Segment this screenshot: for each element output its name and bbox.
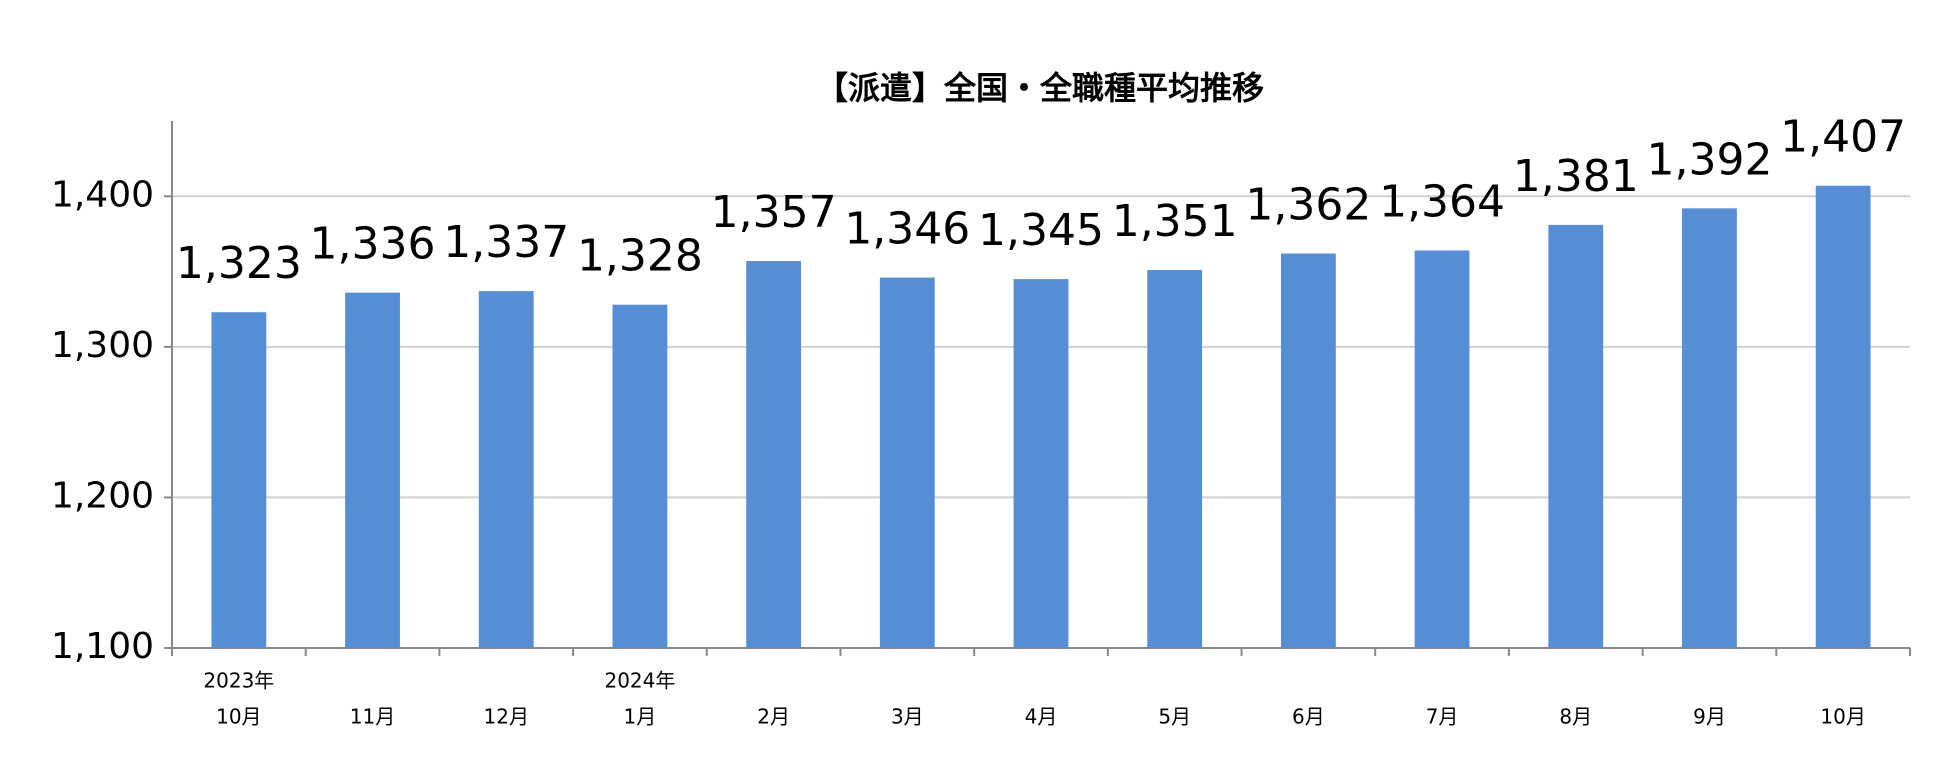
bar (345, 292, 400, 648)
x-tick-label: 2023年 (203, 669, 274, 693)
x-tick-label: 10月 (1820, 705, 1865, 729)
y-tick-label: 1,100 (51, 626, 154, 667)
x-tick-label: 2月 (757, 705, 790, 729)
x-tick-label: 1月 (624, 705, 657, 729)
value-label: 1,351 (1112, 196, 1238, 247)
value-label: 1,381 (1513, 151, 1639, 202)
x-tick-label: 12月 (484, 705, 529, 729)
value-label: 1,392 (1646, 134, 1772, 185)
bar (1548, 224, 1604, 648)
y-tick-label: 1,300 (51, 325, 154, 366)
value-label: 1,357 (711, 187, 837, 238)
bar (879, 277, 935, 648)
y-tick-label: 1,400 (51, 174, 154, 215)
x-tick-label: 10月 (216, 705, 261, 729)
value-label: 1,362 (1245, 180, 1371, 231)
bar (1682, 208, 1737, 648)
x-tick-label: 9月 (1693, 705, 1726, 729)
bar (1815, 185, 1871, 648)
value-label: 1,323 (176, 238, 302, 289)
bar (1414, 250, 1470, 648)
value-label: 1,336 (310, 219, 436, 270)
bar (1280, 253, 1336, 648)
x-tick-label: 2024年 (604, 669, 675, 693)
y-tick-label: 1,200 (51, 475, 154, 516)
bar (211, 312, 267, 648)
bar (1147, 270, 1203, 648)
bar (478, 291, 534, 648)
x-tick-label: 5月 (1158, 705, 1191, 729)
value-label: 1,407 (1780, 112, 1906, 163)
value-label: 1,346 (844, 204, 970, 255)
x-tick-label: 8月 (1559, 705, 1592, 729)
chart-title: 【派遣】全国・全職種平均推移 (816, 69, 1264, 107)
bar (612, 304, 668, 648)
value-label: 1,337 (443, 217, 569, 268)
bar (746, 261, 802, 648)
x-tick-label: 3月 (891, 705, 924, 729)
value-label: 1,364 (1379, 176, 1505, 227)
x-tick-label: 6月 (1292, 705, 1325, 729)
value-label: 1,345 (978, 205, 1104, 256)
value-label: 1,328 (577, 231, 703, 282)
bar (1013, 279, 1069, 648)
x-tick-label: 11月 (350, 705, 395, 729)
x-tick-label: 4月 (1025, 705, 1058, 729)
x-tick-label: 7月 (1426, 705, 1459, 729)
